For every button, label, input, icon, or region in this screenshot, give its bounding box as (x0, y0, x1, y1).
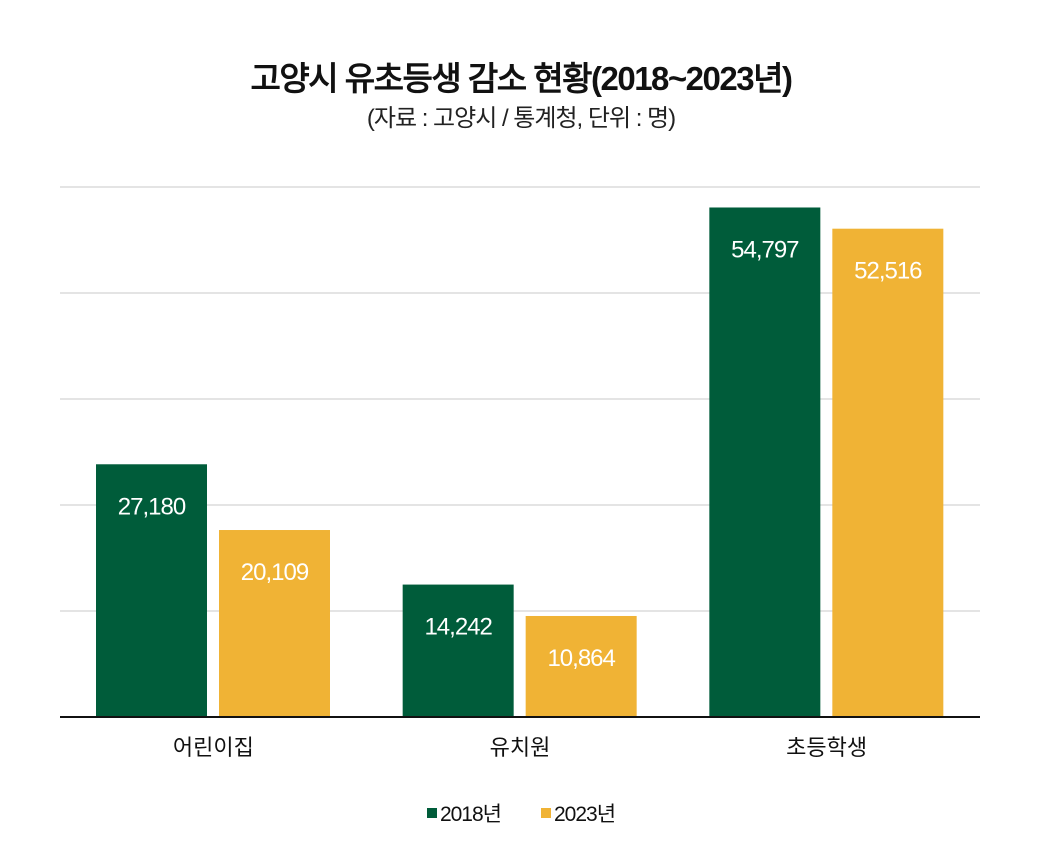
legend-label-2023: 2023년 (554, 803, 616, 826)
bar-2018년-어린이집 (96, 464, 207, 717)
chart-subtitle: (자료 : 고양시 / 통계청, 단위 : 명) (366, 105, 676, 132)
x-tick-label: 어린이집 (173, 735, 254, 760)
legend-item-2018: 2018년 (426, 798, 502, 828)
data-label: 52,516 (854, 258, 922, 285)
legend: 2018년 2023년 (0, 798, 1042, 828)
data-label: 27,180 (118, 493, 186, 520)
data-label: 20,109 (241, 559, 309, 586)
bar-2023년-어린이집 (219, 530, 330, 717)
bar-2023년-유치원 (525, 615, 637, 717)
bar-2023년-초등학생 (832, 228, 944, 717)
data-label: 14,242 (424, 614, 492, 641)
legend-item-2023: 2023년 (541, 798, 616, 828)
x-tick-label: 초등학생 (786, 735, 867, 760)
legend-swatch-2018 (426, 808, 437, 818)
bar-2018년-유치원 (402, 584, 514, 717)
chart-title: 고양시 유초등생 감소 현황(2018~2023년) (250, 60, 793, 97)
data-label: 54,797 (731, 236, 799, 263)
bar-2018년-초등학생 (709, 207, 821, 717)
x-tick-label: 유치원 (490, 735, 551, 760)
legend-label-2018: 2018년 (439, 803, 502, 826)
legend-swatch-2023 (541, 808, 551, 818)
data-label: 10,864 (547, 645, 615, 672)
